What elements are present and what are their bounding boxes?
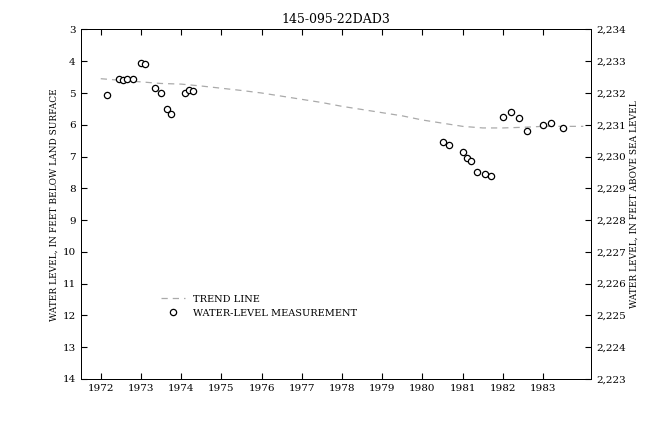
Y-axis label: WATER LEVEL, IN FEET BELOW LAND SURFACE: WATER LEVEL, IN FEET BELOW LAND SURFACE [49, 88, 58, 320]
Legend: TREND LINE, WATER-LEVEL MEASUREMENT: TREND LINE, WATER-LEVEL MEASUREMENT [157, 291, 361, 322]
Title: 145-095-22DAD3: 145-095-22DAD3 [282, 13, 390, 26]
Y-axis label: WATER LEVEL, IN FEET ABOVE SEA LEVEL: WATER LEVEL, IN FEET ABOVE SEA LEVEL [630, 100, 639, 308]
